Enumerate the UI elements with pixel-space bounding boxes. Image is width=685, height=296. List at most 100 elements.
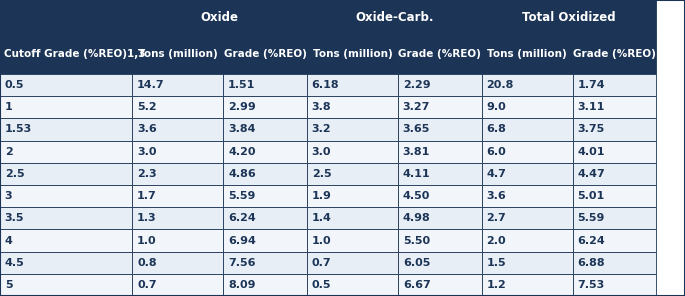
Bar	[398, 252, 482, 274]
Bar	[0, 229, 132, 252]
Text: 1: 1	[5, 102, 12, 112]
Bar	[482, 118, 573, 141]
Text: 1.4: 1.4	[312, 213, 332, 223]
Text: 2: 2	[5, 147, 12, 157]
Text: 2.7: 2.7	[486, 213, 506, 223]
Bar	[307, 229, 398, 252]
Text: Tons (million): Tons (million)	[138, 49, 218, 59]
Text: Cutoff Grade (%REO)1,3: Cutoff Grade (%REO)1,3	[4, 49, 146, 59]
Bar	[573, 274, 656, 296]
Text: 1.9: 1.9	[312, 191, 332, 201]
Bar	[223, 274, 307, 296]
Text: 3.65: 3.65	[403, 125, 430, 134]
Bar	[573, 74, 656, 96]
Bar	[0, 0, 132, 34]
Text: 5: 5	[5, 280, 12, 290]
Text: Grade (%REO): Grade (%REO)	[399, 49, 481, 59]
Text: 6.05: 6.05	[403, 258, 430, 268]
Text: 6.67: 6.67	[403, 280, 431, 290]
Bar	[307, 207, 398, 229]
Bar	[132, 252, 223, 274]
Bar	[307, 185, 398, 207]
Bar	[307, 252, 398, 274]
Text: Tons (million): Tons (million)	[487, 49, 567, 59]
Text: 3.11: 3.11	[577, 102, 605, 112]
Text: 3.2: 3.2	[312, 125, 332, 134]
Bar	[573, 141, 656, 163]
Bar	[573, 118, 656, 141]
Text: 5.50: 5.50	[403, 236, 430, 245]
Bar	[307, 118, 398, 141]
Text: 3.6: 3.6	[137, 125, 157, 134]
Text: Oxide-Carb.: Oxide-Carb.	[355, 11, 434, 23]
Text: Oxide: Oxide	[201, 11, 238, 23]
Bar	[223, 34, 307, 74]
Bar	[132, 74, 223, 96]
Text: 6.24: 6.24	[228, 213, 256, 223]
Bar	[0, 274, 132, 296]
Text: 5.01: 5.01	[577, 191, 605, 201]
Text: 1.7: 1.7	[137, 191, 157, 201]
Text: 6.24: 6.24	[577, 236, 606, 245]
Bar	[573, 96, 656, 118]
Bar	[573, 34, 656, 74]
Bar	[0, 96, 132, 118]
Bar	[132, 0, 307, 34]
Text: 4.98: 4.98	[403, 213, 431, 223]
Bar	[398, 163, 482, 185]
Bar	[132, 229, 223, 252]
Bar	[0, 207, 132, 229]
Bar	[398, 229, 482, 252]
Bar	[223, 96, 307, 118]
Bar	[398, 34, 482, 74]
Bar	[307, 74, 398, 96]
Bar	[0, 74, 132, 96]
Text: 3.84: 3.84	[228, 125, 256, 134]
Text: 3.5: 3.5	[5, 213, 24, 223]
Text: 5.2: 5.2	[137, 102, 157, 112]
Text: 3.0: 3.0	[312, 147, 331, 157]
Text: 1.74: 1.74	[577, 80, 605, 90]
Text: 1.0: 1.0	[137, 236, 157, 245]
Bar	[132, 34, 223, 74]
Text: 4.7: 4.7	[486, 169, 506, 179]
Text: 6.94: 6.94	[228, 236, 256, 245]
Text: 3: 3	[5, 191, 12, 201]
Text: 7.56: 7.56	[228, 258, 256, 268]
Bar	[482, 185, 573, 207]
Bar	[132, 141, 223, 163]
Bar	[0, 118, 132, 141]
Text: 6.0: 6.0	[486, 147, 506, 157]
Bar	[573, 163, 656, 185]
Text: 0.7: 0.7	[137, 280, 157, 290]
Text: 3.75: 3.75	[577, 125, 605, 134]
Bar	[482, 274, 573, 296]
Bar	[223, 207, 307, 229]
Text: 3.27: 3.27	[403, 102, 430, 112]
Text: 4.5: 4.5	[5, 258, 25, 268]
Bar	[132, 207, 223, 229]
Text: 4.20: 4.20	[228, 147, 256, 157]
Text: 1.53: 1.53	[5, 125, 32, 134]
Bar	[398, 118, 482, 141]
Text: 6.8: 6.8	[486, 125, 506, 134]
Text: 2.99: 2.99	[228, 102, 256, 112]
Bar	[398, 141, 482, 163]
Bar	[307, 274, 398, 296]
Bar	[0, 34, 132, 74]
Text: 1.2: 1.2	[486, 280, 506, 290]
Bar	[482, 96, 573, 118]
Bar	[482, 74, 573, 96]
Text: 4.50: 4.50	[403, 191, 430, 201]
Text: 1.3: 1.3	[137, 213, 157, 223]
Text: 2.29: 2.29	[403, 80, 430, 90]
Bar	[482, 34, 573, 74]
Bar	[482, 229, 573, 252]
Bar	[223, 252, 307, 274]
Bar	[398, 185, 482, 207]
Text: 3.6: 3.6	[486, 191, 506, 201]
Text: 4.01: 4.01	[577, 147, 605, 157]
Bar	[0, 252, 132, 274]
Text: 5.59: 5.59	[228, 191, 256, 201]
Bar	[0, 185, 132, 207]
